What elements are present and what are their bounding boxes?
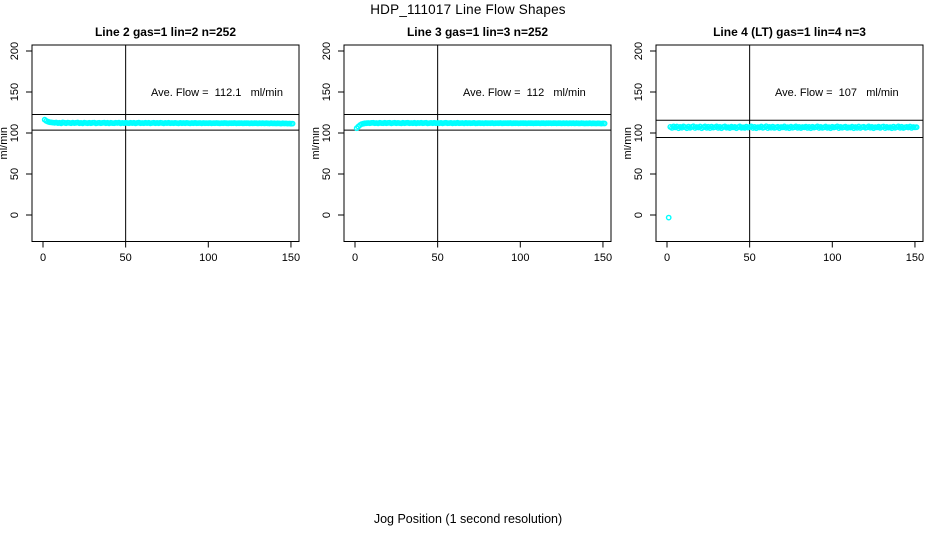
ave-flow-annotation: Ave. Flow = 107 ml/min: [775, 87, 899, 99]
panel-title: Line 3 gas=1 lin=3 n=252: [407, 25, 548, 39]
panel-title: Line 2 gas=1 lin=2 n=252: [95, 25, 236, 39]
y-tick-label: 0: [321, 212, 333, 218]
plot-box: [343, 44, 612, 242]
y-axis-title: ml/min: [0, 127, 10, 159]
y-tick-label: 150: [321, 83, 333, 101]
scatter-points: [353, 119, 608, 132]
x-tick-label: 100: [823, 252, 841, 264]
plot-box: [31, 44, 300, 242]
x-tick-label: 150: [282, 252, 300, 264]
x-tick-label: 0: [40, 252, 46, 264]
y-tick-label: 0: [633, 212, 645, 218]
y-tick-label: 100: [633, 124, 645, 142]
panel-svg: Line 2 gas=1 lin=2 n=252 0 50 100 150 200 0 50 1…: [0, 25, 300, 264]
figure-title: HDP_111017 Line Flow Shapes: [370, 2, 566, 17]
ave-flow-annotation: Ave. Flow = 112 ml/min: [463, 87, 586, 99]
x-tick-label: 100: [199, 252, 217, 264]
plot-box: [655, 44, 924, 242]
y-tick-label: 50: [321, 168, 333, 180]
x-tick-label: 0: [664, 252, 670, 264]
y-tick-label: 150: [633, 83, 645, 101]
y-tick-label: 50: [633, 168, 645, 180]
panel-svg: Line 4 (LT) gas=1 lin=4 n=3 0 50 100 150 200 0…: [624, 25, 924, 264]
y-axis-title: ml/min: [624, 127, 634, 159]
y-tick-label: 150: [9, 83, 21, 101]
y-tick-label: 100: [9, 124, 21, 142]
data-point: [665, 214, 672, 221]
panel-title: Line 4 (LT) gas=1 lin=4 n=3: [713, 25, 866, 39]
x-tick-label: 150: [906, 252, 924, 264]
x-tick-label: 150: [594, 252, 612, 264]
data-point: [913, 124, 920, 131]
x-axis-label: Jog Position (1 second resolution): [373, 512, 563, 526]
scatter-points: [665, 123, 920, 221]
panel-line-4: Line 4 (LT) gas=1 lin=4 n=3 0 50 100 150 200 0…: [624, 22, 936, 272]
data-point: [601, 120, 608, 127]
x-tick-label: 100: [511, 252, 529, 264]
panel-line-3: Line 3 gas=1 lin=3 n=252 0 50 100 150 200 0 50 1…: [312, 22, 624, 272]
y-tick-label: 200: [9, 42, 21, 60]
x-tick-label: 50: [432, 252, 444, 264]
y-tick-label: 50: [9, 168, 21, 180]
scatter-points: [41, 116, 296, 127]
panel-line-2: Line 2 gas=1 lin=2 n=252 0 50 100 150 200 0 50 1…: [0, 22, 312, 272]
y-tick-label: 200: [321, 42, 333, 60]
data-point: [289, 120, 296, 127]
ave-flow-annotation: Ave. Flow = 112.1 ml/min: [151, 87, 283, 99]
x-tick-label: 50: [120, 252, 132, 264]
x-tick-label: 0: [352, 252, 358, 264]
y-tick-label: 200: [633, 42, 645, 60]
y-tick-label: 100: [321, 124, 333, 142]
x-tick-label: 50: [744, 252, 756, 264]
y-tick-label: 0: [9, 212, 21, 218]
y-axis-title: ml/min: [312, 127, 322, 159]
panel-svg: Line 3 gas=1 lin=3 n=252 0 50 100 150 200 0 50 1…: [312, 25, 612, 264]
